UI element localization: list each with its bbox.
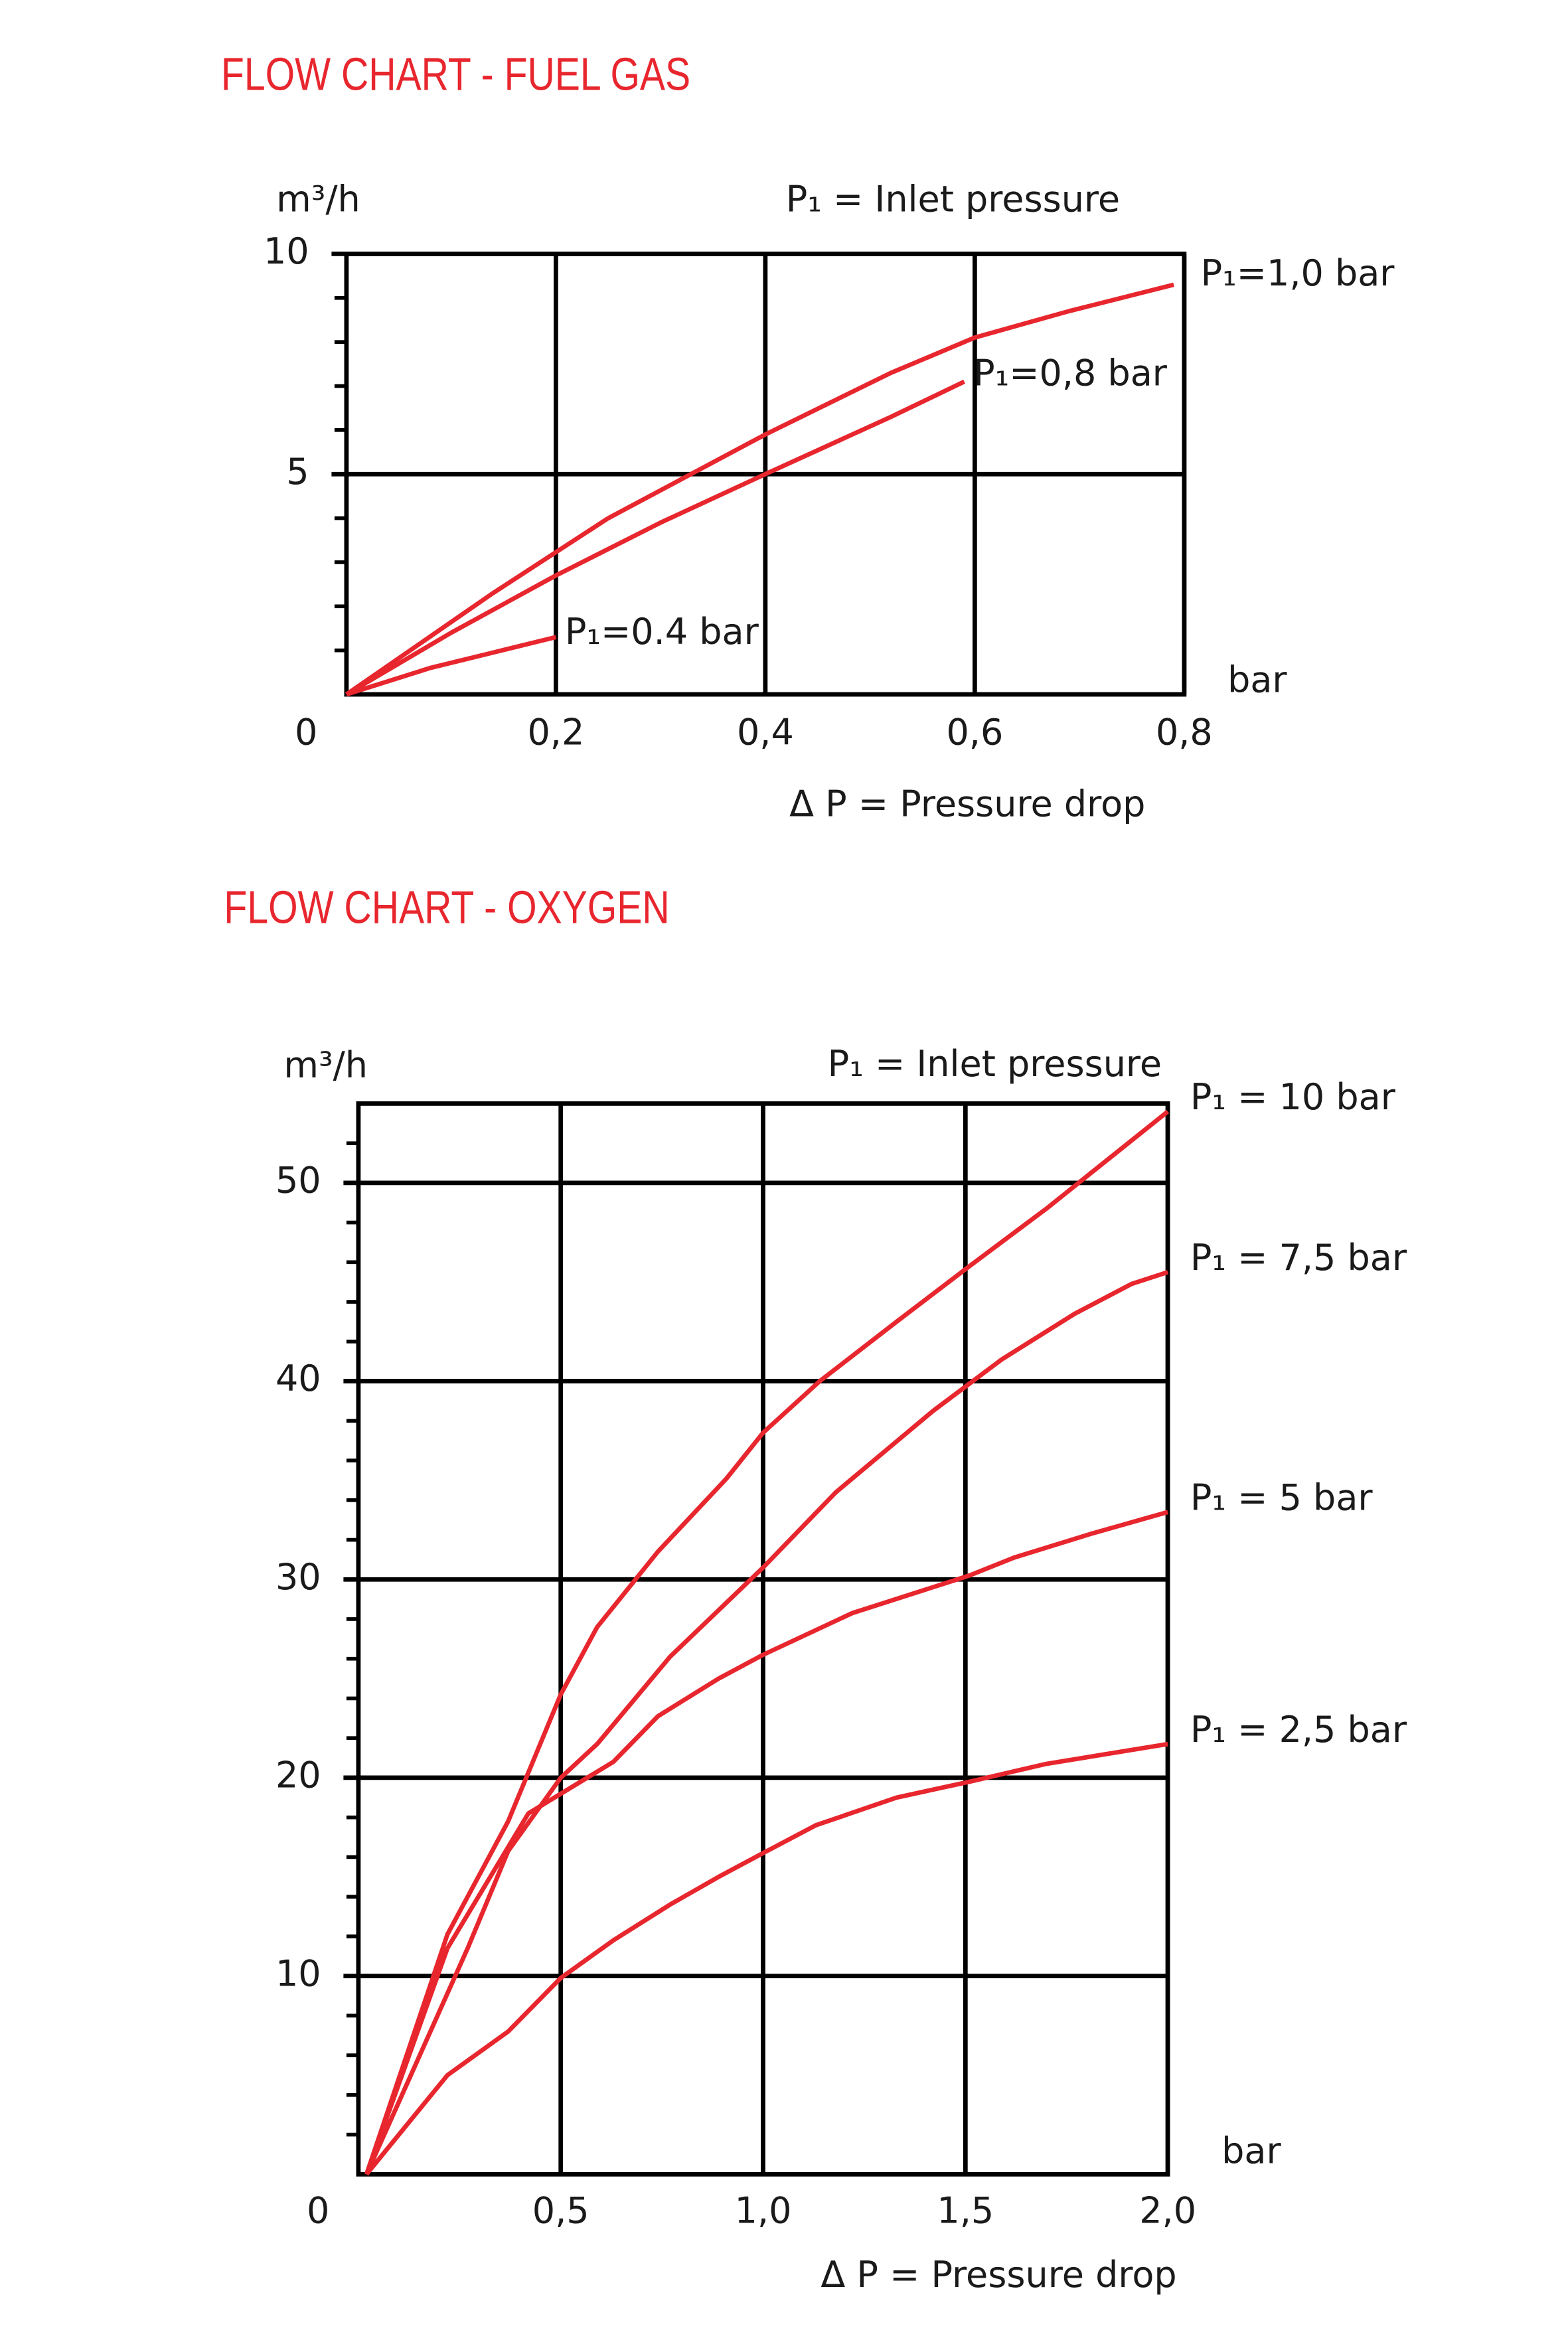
y-tick-label: 50 (275, 1160, 321, 1202)
flow-curve (345, 635, 557, 697)
chart-title: FLOW CHART - FUEL GAS (221, 48, 690, 100)
plot-frame (356, 1101, 1170, 2177)
x-tick-label: 0,6 (946, 711, 1003, 753)
flow-curve (364, 1270, 1169, 2175)
flow-curve (345, 379, 966, 696)
x-unit: bar (1221, 2130, 1281, 2171)
series-label: P₁=0,8 bar (973, 353, 1168, 394)
x-tick-label: 0,5 (532, 2189, 589, 2231)
x-axis-label: Δ P = Pressure drop (821, 2254, 1176, 2296)
flow-curve (345, 282, 1174, 696)
series-label: P₁=0.4 bar (565, 611, 759, 653)
chart-title: FLOW CHART - OXYGEN (224, 881, 669, 933)
annotation: P₁ = Inlet pressure (828, 1043, 1162, 1085)
series-label: P₁ = 10 bar (1190, 1076, 1396, 1118)
series-label: P₁=1,0 bar (1201, 252, 1395, 294)
plot-frame (344, 252, 1187, 697)
y-tick-label: 20 (275, 1755, 321, 1796)
y-tick-label: 10 (275, 1952, 321, 1994)
flow-curve (364, 1109, 1170, 2175)
x-unit: bar (1227, 659, 1287, 701)
series-label: P₁ = 5 bar (1190, 1476, 1373, 1518)
flow-curve (364, 1741, 1168, 2176)
x-tick-label: 0,4 (737, 711, 794, 753)
flow-curve (364, 1510, 1169, 2175)
x-tick-label: 1,5 (937, 2189, 994, 2231)
y-tick-label: 40 (275, 1358, 321, 1399)
series-label: P₁ = 2,5 bar (1190, 1709, 1407, 1751)
x-tick-label: 2,0 (1139, 2189, 1196, 2231)
x-tick-label: 0 (295, 711, 317, 753)
x-axis-label: Δ P = Pressure drop (789, 783, 1145, 824)
x-tick-label: 1,0 (735, 2189, 792, 2231)
annotation: P₁ = Inlet pressure (786, 178, 1120, 220)
x-tick-label: 0 (307, 2189, 329, 2231)
series-label: P₁ = 7,5 bar (1190, 1237, 1407, 1279)
y-tick-label: 10 (264, 230, 309, 272)
y-axis-label: m³/h (283, 1044, 368, 1086)
y-tick-label: 5 (286, 451, 309, 493)
y-axis-label: m³/h (276, 178, 360, 220)
x-tick-label: 0,2 (527, 711, 584, 753)
x-tick-label: 0,8 (1156, 711, 1213, 753)
y-tick-label: 30 (275, 1556, 321, 1598)
